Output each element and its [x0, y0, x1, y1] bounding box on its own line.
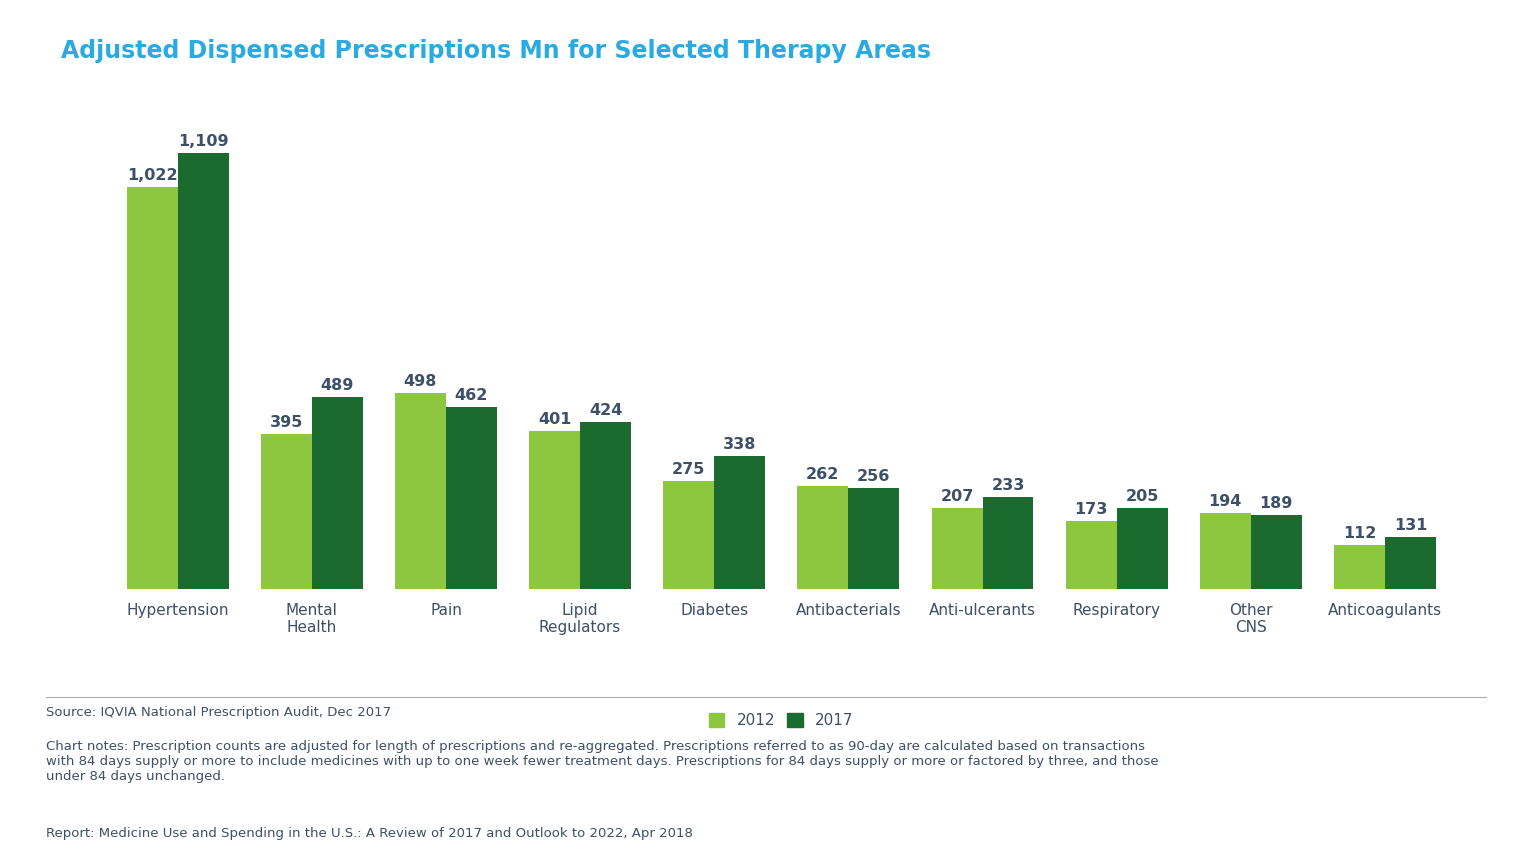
Text: 233: 233: [991, 478, 1025, 494]
Bar: [313, 397, 363, 589]
Text: 207: 207: [941, 488, 974, 504]
Bar: [714, 456, 764, 589]
Text: 194: 194: [1209, 494, 1242, 508]
Bar: [529, 431, 581, 589]
Bar: [798, 486, 849, 589]
Text: 262: 262: [806, 467, 840, 482]
Bar: [1066, 520, 1117, 589]
Text: 338: 338: [723, 437, 757, 452]
Bar: [446, 407, 496, 589]
Bar: [581, 423, 631, 589]
Text: 489: 489: [320, 378, 354, 393]
Bar: [1200, 513, 1250, 589]
Text: 401: 401: [538, 412, 571, 427]
Bar: [1334, 545, 1385, 589]
Bar: [982, 497, 1034, 589]
Text: 462: 462: [455, 388, 489, 404]
Bar: [849, 488, 899, 589]
Text: 275: 275: [673, 462, 705, 477]
Text: 1,109: 1,109: [178, 134, 228, 149]
Bar: [1250, 514, 1302, 589]
Bar: [127, 187, 178, 589]
Legend: 2012, 2017: 2012, 2017: [703, 708, 859, 734]
Text: 424: 424: [588, 404, 622, 418]
Text: 131: 131: [1394, 519, 1428, 533]
Text: 1,022: 1,022: [127, 168, 178, 184]
Text: 112: 112: [1342, 526, 1376, 541]
Text: 205: 205: [1126, 489, 1158, 504]
Text: 256: 256: [858, 469, 890, 484]
Text: 189: 189: [1259, 495, 1293, 511]
Bar: [395, 393, 446, 589]
Text: 173: 173: [1074, 502, 1108, 517]
Bar: [1117, 508, 1167, 589]
Bar: [260, 434, 313, 589]
Text: Adjusted Dispensed Prescriptions Mn for Selected Therapy Areas: Adjusted Dispensed Prescriptions Mn for …: [61, 40, 931, 63]
Text: Chart notes: Prescription counts are adjusted for length of prescriptions and re: Chart notes: Prescription counts are adj…: [46, 740, 1158, 784]
Bar: [178, 153, 228, 589]
Bar: [1385, 538, 1435, 589]
Text: 395: 395: [270, 415, 303, 430]
Text: 498: 498: [404, 374, 437, 389]
Text: Source: IQVIA National Prescription Audit, Dec 2017: Source: IQVIA National Prescription Audi…: [46, 706, 391, 719]
Bar: [931, 507, 982, 589]
Bar: [663, 481, 714, 589]
Text: Report: Medicine Use and Spending in the U.S.: A Review of 2017 and Outlook to 2: Report: Medicine Use and Spending in the…: [46, 827, 692, 840]
